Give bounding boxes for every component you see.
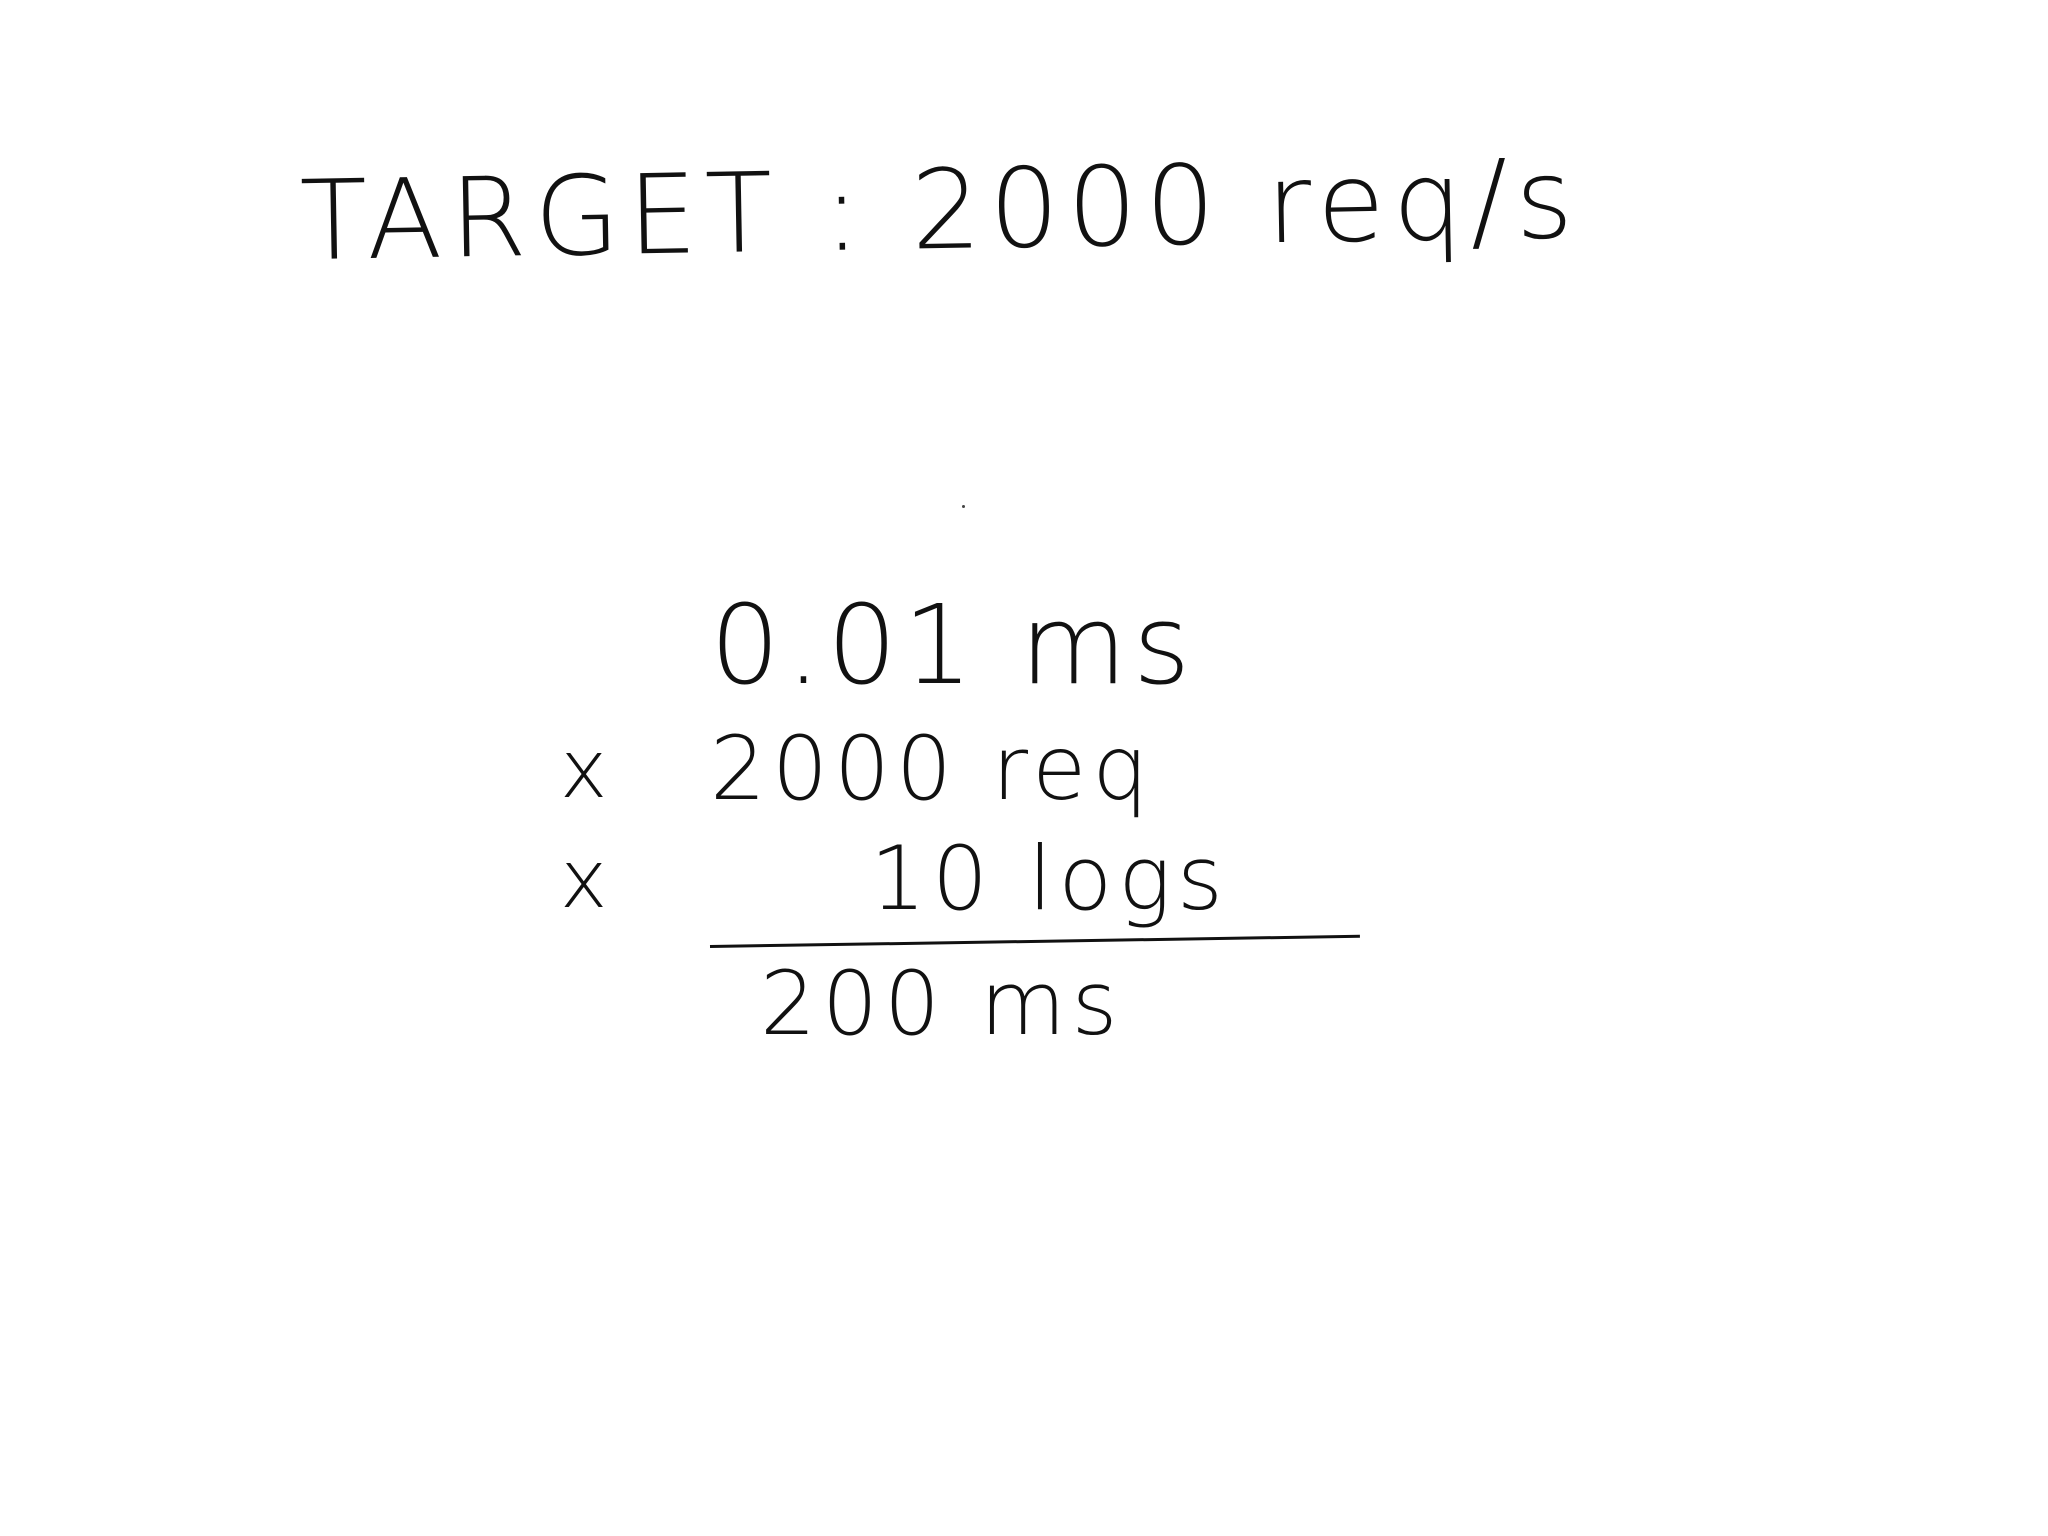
sum-rule xyxy=(709,934,1360,948)
calculation-block: 0.01 ms x 2000 req x 10 logs 200 ms xyxy=(560,590,1360,1050)
logs-value: 10 logs xyxy=(870,827,1229,930)
result-value: 200 ms xyxy=(760,952,1124,1055)
multiply-sign: x xyxy=(560,833,608,926)
latency-per-log: 0.01 ms xyxy=(710,581,1197,709)
stray-dot xyxy=(962,505,965,508)
multiply-sign: x xyxy=(560,723,608,816)
requests-value: 2000 req xyxy=(710,717,1155,820)
target-heading: TARGET : 2000 req/s xyxy=(298,134,1582,286)
